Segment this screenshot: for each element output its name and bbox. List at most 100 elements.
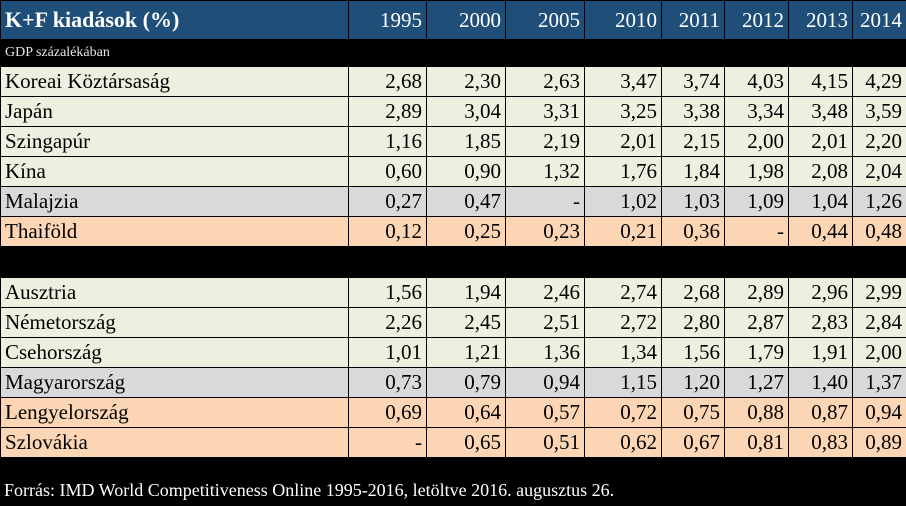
value-cell: 2,00 [724, 126, 789, 157]
value-cell: 3,47 [584, 66, 662, 97]
value-cell: 4,29 [852, 66, 906, 97]
value-cell: 1,76 [584, 156, 662, 187]
value-cell: 2,00 [852, 337, 906, 368]
value-cell: 1,04 [788, 186, 853, 217]
country-name: Thaiföld [0, 216, 349, 247]
value-cell: 2,68 [661, 277, 725, 308]
year-header: 2005 [505, 0, 585, 40]
table-row: Szingapúr 1,16 1,85 2,19 2,01 2,15 2,00 2,01 2,2… [0, 126, 906, 157]
country-name: Japán [0, 96, 349, 127]
value-cell: 2,83 [788, 307, 853, 338]
table-row: Szlovákia -0,65 0,51 0,62 0,67 0,81 0,83 0,89 [0, 427, 906, 458]
country-name: Magyarország [0, 367, 349, 398]
value-cell: 1,84 [661, 156, 725, 187]
table-row: Thaiföld 0,12 0,25 0,23 0,21 0,36-0,44 0,48 [0, 216, 906, 247]
value-cell: 2,15 [661, 126, 725, 157]
value-cell: 4,15 [788, 66, 853, 97]
value-cell: 3,74 [661, 66, 725, 97]
table-subtitle: GDP százalékában [5, 45, 110, 60]
year-header: 2014 [852, 0, 906, 40]
country-name: Kína [0, 156, 349, 187]
value-cell: 2,45 [426, 307, 506, 338]
country-name: Csehország [0, 337, 349, 368]
value-cell: 3,04 [426, 96, 506, 127]
value-cell: 0,94 [505, 367, 585, 398]
value-cell: 2,04 [852, 156, 906, 187]
country-name: Németország [0, 307, 349, 338]
value-cell: 2,89 [724, 277, 789, 308]
value-cell: 2,30 [426, 66, 506, 97]
value-cell: 0,44 [788, 216, 853, 247]
value-cell: 1,20 [661, 367, 725, 398]
value-cell: 0,73 [348, 367, 427, 398]
value-cell: 2,80 [661, 307, 725, 338]
value-cell: 1,98 [724, 156, 789, 187]
value-cell: - [724, 216, 789, 247]
value-cell: 1,40 [788, 367, 853, 398]
value-cell: 2,84 [852, 307, 906, 338]
value-cell: 0,57 [505, 397, 585, 428]
value-cell: 2,68 [348, 66, 427, 97]
year-header: 2013 [788, 0, 853, 40]
value-cell: 1,01 [348, 337, 427, 368]
table-row: Magyarország 0,73 0,79 0,94 1,15 1,20 1,27 1,40… [0, 367, 906, 398]
table-row: Ausztria 1,56 1,94 2,46 2,74 2,68 2,89 2,96 2,99 [0, 277, 906, 308]
value-cell: 2,74 [584, 277, 662, 308]
rd-spending-table: K+F kiadások (%) 1995 2000 2005 2010 201… [0, 0, 906, 458]
value-cell: 0,21 [584, 216, 662, 247]
value-cell: 1,94 [426, 277, 506, 308]
value-cell: 2,08 [788, 156, 853, 187]
value-cell: - [348, 427, 427, 458]
separator-cell [0, 246, 906, 278]
value-cell: 1,79 [724, 337, 789, 368]
value-cell: 1,56 [661, 337, 725, 368]
value-cell: 0,90 [426, 156, 506, 187]
table-row: Kína 0,60 0,90 1,32 1,76 1,84 1,98 2,08 2,04 [0, 156, 906, 187]
value-cell: 1,37 [852, 367, 906, 398]
value-cell: - [505, 186, 585, 217]
value-cell: 1,21 [426, 337, 506, 368]
value-cell: 3,31 [505, 96, 585, 127]
value-cell: 1,03 [661, 186, 725, 217]
value-cell: 0,75 [661, 397, 725, 428]
value-cell: 2,19 [505, 126, 585, 157]
value-cell: 0,94 [852, 397, 906, 428]
value-cell: 2,99 [852, 277, 906, 308]
table-row: Lengyelország 0,69 0,64 0,57 0,72 0,75 0,88 0,8… [0, 397, 906, 428]
country-name: Koreai Köztársaság [0, 66, 349, 97]
value-cell: 0,27 [348, 186, 427, 217]
value-cell: 2,87 [724, 307, 789, 338]
value-cell: 0,51 [505, 427, 585, 458]
value-cell: 0,12 [348, 216, 427, 247]
value-cell: 0,81 [724, 427, 789, 458]
table-title: K+F kiadások (%) [0, 0, 349, 40]
year-header: 2010 [584, 0, 662, 40]
year-header: 2000 [426, 0, 506, 40]
value-cell: 1,32 [505, 156, 585, 187]
value-cell: 0,89 [852, 427, 906, 458]
value-cell: 1,09 [724, 186, 789, 217]
value-cell: 0,83 [788, 427, 853, 458]
value-cell: 0,48 [852, 216, 906, 247]
value-cell: 0,79 [426, 367, 506, 398]
country-name: Malajzia [0, 186, 349, 217]
country-name: Lengyelország [0, 397, 349, 428]
subtitle-row: GDP százalékában [0, 39, 906, 67]
value-cell: 1,27 [724, 367, 789, 398]
value-cell: 1,56 [348, 277, 427, 308]
value-cell: 1,26 [852, 186, 906, 217]
value-cell: 2,72 [584, 307, 662, 338]
value-cell: 2,01 [788, 126, 853, 157]
value-cell: 2,46 [505, 277, 585, 308]
year-header: 2011 [661, 0, 725, 40]
value-cell: 3,48 [788, 96, 853, 127]
table-row: Malajzia 0,27 0,47-1,02 1,03 1,09 1,04 1,26 [0, 186, 906, 217]
table-row: Koreai Köztársaság 2,68 2,30 2,63 3,47 3,74 4,… [0, 66, 906, 97]
value-cell: 3,38 [661, 96, 725, 127]
group-separator [0, 246, 906, 278]
value-cell: 1,36 [505, 337, 585, 368]
year-header: 2012 [724, 0, 789, 40]
value-cell: 0,69 [348, 397, 427, 428]
value-cell: 2,89 [348, 96, 427, 127]
value-cell: 2,51 [505, 307, 585, 338]
